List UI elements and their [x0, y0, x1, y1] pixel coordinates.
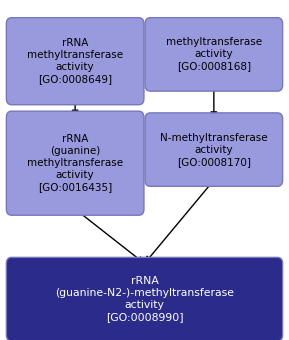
Text: rRNA
(guanine-N2-)-methyltransferase
activity
[GO:0008990]: rRNA (guanine-N2-)-methyltransferase act… [55, 276, 234, 322]
Text: methyltransferase
activity
[GO:0008168]: methyltransferase activity [GO:0008168] [166, 37, 262, 71]
FancyBboxPatch shape [6, 111, 144, 215]
Text: N-methyltransferase
activity
[GO:0008170]: N-methyltransferase activity [GO:0008170… [160, 133, 268, 167]
Text: rRNA
methyltransferase
activity
[GO:0008649]: rRNA methyltransferase activity [GO:0008… [27, 38, 123, 84]
FancyBboxPatch shape [145, 18, 283, 91]
FancyBboxPatch shape [145, 113, 283, 186]
FancyBboxPatch shape [6, 18, 144, 105]
FancyBboxPatch shape [6, 257, 283, 340]
Text: rRNA
(guanine)
methyltransferase
activity
[GO:0016435]: rRNA (guanine) methyltransferase activit… [27, 134, 123, 192]
